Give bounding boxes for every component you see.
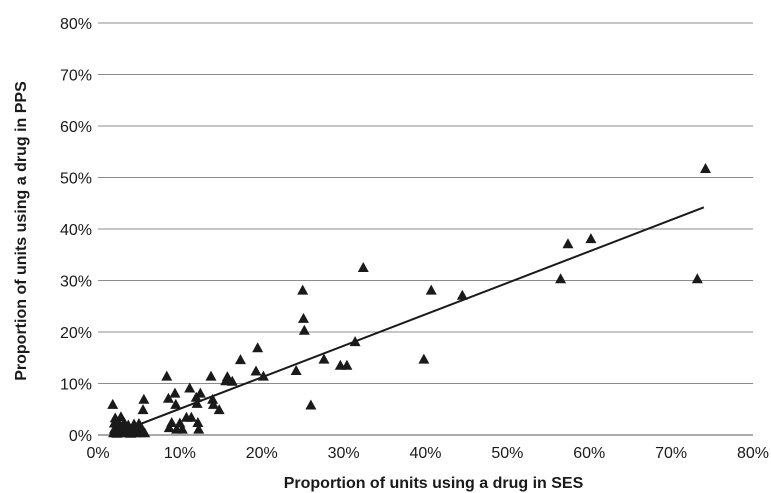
data-point	[207, 393, 219, 404]
data-point	[341, 359, 353, 370]
data-point	[163, 422, 175, 433]
x-tick-label: 0%	[86, 445, 109, 462]
data-point	[184, 382, 196, 393]
data-point	[234, 354, 246, 365]
x-axis-title: Proportion of units using a drug in SES	[284, 475, 584, 492]
data-point	[305, 399, 317, 410]
data-point	[425, 284, 437, 295]
y-tick-label: 80%	[60, 16, 92, 33]
x-tick-label: 60%	[573, 445, 605, 462]
data-point	[166, 416, 178, 427]
data-point	[250, 365, 262, 376]
data-point	[290, 364, 302, 375]
x-tick-label: 20%	[246, 445, 278, 462]
data-point	[176, 423, 188, 434]
data-point	[297, 284, 309, 295]
y-tick-label: 0%	[69, 428, 92, 445]
data-point	[700, 163, 712, 174]
data-point	[257, 370, 269, 381]
data-point	[139, 427, 151, 438]
data-point	[298, 324, 310, 335]
data-point	[691, 273, 703, 284]
y-tick-label: 10%	[60, 377, 92, 394]
x-tick-label: 40%	[409, 445, 441, 462]
data-point	[192, 416, 204, 427]
x-axis-tick-labels: 0% 10% 20% 30% 40% 50% 60% 70% 80%	[86, 445, 769, 462]
data-point	[318, 353, 330, 364]
data-point	[137, 404, 149, 415]
y-axis-tick-labels: 0% 10% 20% 30% 40% 50% 60% 70% 80%	[60, 16, 92, 445]
y-tick-label: 20%	[60, 325, 92, 342]
data-point	[226, 375, 238, 386]
data-point	[170, 398, 182, 409]
data-point	[213, 404, 225, 415]
data-points	[107, 163, 712, 438]
data-point	[169, 387, 181, 398]
data-point	[191, 397, 203, 408]
data-point	[161, 370, 173, 381]
data-point	[418, 353, 430, 364]
data-point	[585, 233, 597, 244]
y-tick-label: 70%	[60, 68, 92, 85]
data-point	[107, 398, 119, 409]
y-tick-label: 30%	[60, 274, 92, 291]
data-point	[456, 289, 468, 300]
x-tick-label: 10%	[164, 445, 196, 462]
data-point	[349, 336, 361, 347]
trendline	[114, 206, 705, 435]
y-tick-label: 40%	[60, 222, 92, 239]
data-point	[252, 342, 264, 353]
data-point	[138, 393, 150, 404]
x-tick-label: 80%	[737, 445, 769, 462]
data-point	[205, 370, 217, 381]
data-point	[562, 238, 574, 249]
data-point	[221, 371, 233, 382]
data-point	[207, 398, 219, 409]
data-point	[298, 312, 310, 323]
data-point	[194, 387, 206, 398]
y-tick-label: 60%	[60, 119, 92, 136]
data-point	[357, 261, 369, 272]
gridlines	[98, 22, 753, 384]
x-tick-label: 30%	[328, 445, 360, 462]
data-point	[555, 273, 567, 284]
y-axis-title: Proportion of units using a drug in PPS	[13, 81, 30, 381]
data-point	[193, 423, 205, 434]
data-point	[162, 392, 174, 403]
x-tick-label: 50%	[491, 445, 523, 462]
x-tick-label: 70%	[655, 445, 687, 462]
y-tick-label: 50%	[60, 171, 92, 188]
data-point	[185, 411, 197, 422]
